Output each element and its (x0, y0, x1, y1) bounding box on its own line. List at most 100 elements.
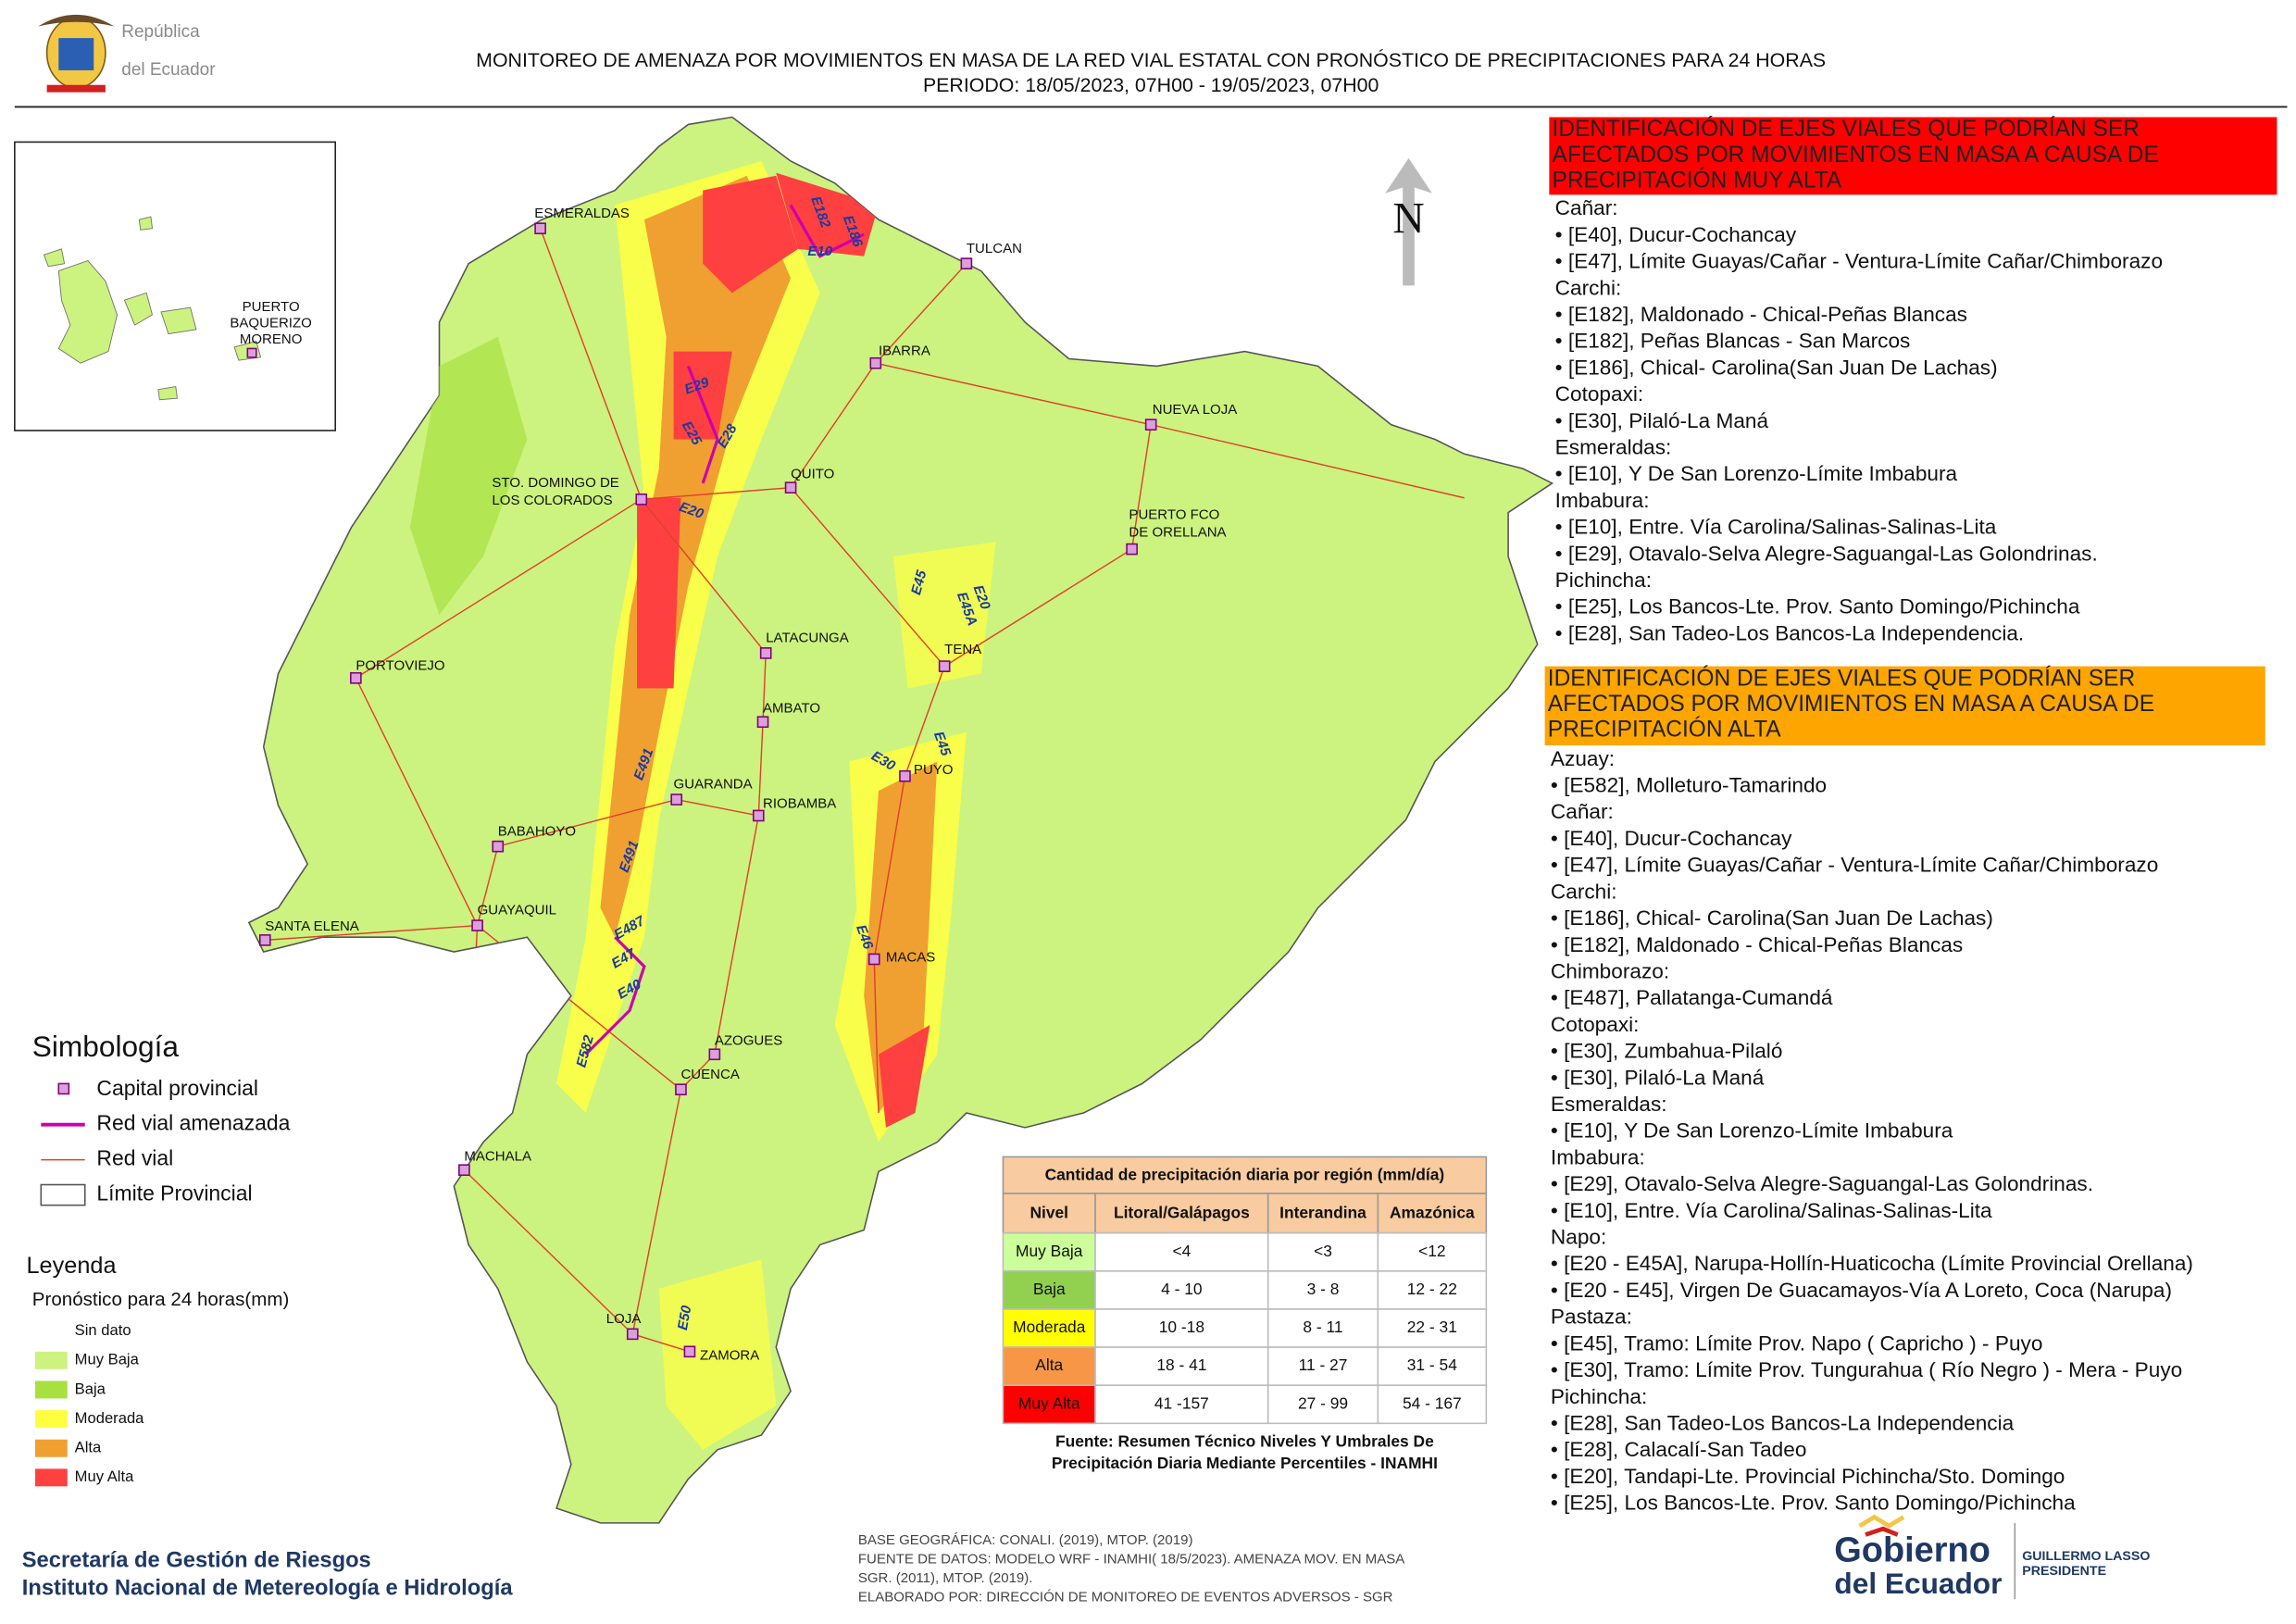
table-cell (1267, 1308, 1379, 1348)
road-label: E50 (675, 1304, 694, 1331)
city-marker (899, 769, 911, 782)
city-marker (756, 716, 769, 729)
table-cell-text: Muy Baja (1016, 1242, 1083, 1260)
table-cell-text: 10 -18 (1159, 1318, 1204, 1336)
legend-swatch (34, 1439, 68, 1457)
logo-text: del Ecuador (121, 60, 215, 80)
city-label: CUENCA (680, 1067, 739, 1082)
city-marker (350, 671, 362, 684)
table-cell-text: <3 (1314, 1242, 1332, 1260)
table-cell-text: 22 - 31 (1407, 1318, 1457, 1336)
province: Imbabura: (1551, 1145, 1645, 1168)
city-label: LOJA (606, 1311, 642, 1327)
road-item: • [E182], Peñas Blancas - San Marcos (1555, 330, 1911, 353)
north-label: N (1392, 194, 1424, 243)
city-label: PORTOVIEJO (356, 658, 444, 674)
province: Chimborazo: (1551, 959, 1669, 982)
road-item: • [E28], San Tadeo-Los Bancos-La Indepen… (1551, 1411, 2015, 1434)
road-item: • [E25], Los Bancos-Lte. Prov. Santo Dom… (1551, 1492, 2076, 1515)
table-cell-text: 4 - 10 (1161, 1280, 1202, 1298)
panel-header: PRECIPITACIÓN ALTA (1548, 718, 1782, 743)
city-label: SANTA ELENA (265, 918, 359, 934)
city-label: MACHALA (464, 1148, 531, 1164)
government-logo (1858, 1514, 2016, 1600)
city-label: GUARANDA (674, 777, 753, 793)
city-marker (867, 953, 880, 966)
city-label: DE ORELLANA (1129, 525, 1226, 541)
legend-swatch (34, 1351, 68, 1369)
table-title-cell (1002, 1156, 1488, 1194)
city-label: TENA (944, 642, 981, 657)
table-cell-text: 41 -157 (1154, 1393, 1209, 1412)
table-cell-text: 8 - 11 (1303, 1318, 1342, 1336)
road-item: • [E20 - E45A], Narupa-Hollín-Huaticocha… (1551, 1252, 2193, 1275)
legend-subtitle: Pronóstico para 24 horas(mm) (32, 1289, 289, 1310)
city-marker (492, 840, 505, 853)
table-cell-text: <4 (1172, 1242, 1191, 1260)
credit: FUENTE DE DATOS: MODELO WRF - INAMHI( 18… (858, 1551, 1404, 1567)
city-label: ESMERALDAS (534, 206, 630, 221)
table-cell-text: 18 - 41 (1156, 1355, 1206, 1374)
province: Napo: (1551, 1226, 1606, 1249)
inset-label: PUERTO (243, 299, 300, 315)
road-item: • [E30], Zumbahua-Pilaló (1551, 1040, 1782, 1063)
table-header: Litoral/Galápagos (1114, 1204, 1250, 1222)
table-cell-text: 54 - 167 (1403, 1393, 1462, 1412)
table-cell-text: <12 (1418, 1242, 1445, 1260)
city-marker (670, 793, 683, 806)
panel-header: AFECTADOS POR MOVIMIENTOS EN MASA A CAUS… (1548, 692, 2154, 717)
city-marker (960, 257, 973, 270)
table-cell-text: 12 - 22 (1407, 1280, 1457, 1298)
road-item: • [E182], Maldonado - Chical-Peñas Blanc… (1551, 933, 1963, 956)
city-marker (626, 1328, 639, 1341)
city-labels: ESMERALDAS TULCAN IBARRA NUEVA LOJA QUITO STO… (258, 206, 1238, 1364)
table-source: Precipitación Diaria Mediante Percentile… (1052, 1454, 1438, 1472)
table-cell (1267, 1231, 1379, 1272)
table-cell (1267, 1384, 1379, 1425)
road-item: • [E47], Límite Guayas/Cañar - Ventura-L… (1551, 854, 2158, 877)
mainland-map (248, 116, 1554, 1524)
panel-header: IDENTIFICACIÓN DE EJES VIALES QUE PODRÍA… (1548, 666, 2135, 691)
legend-label: Moderada (75, 1409, 144, 1427)
city-label: BABAHOYO (498, 823, 576, 839)
road-item: • [E186], Chical- Carolina(San Juan De L… (1555, 356, 1998, 379)
city-label: MACAS (886, 949, 935, 965)
city-label: NUEVA LOJA (1153, 402, 1238, 418)
city-label: QUITO (791, 466, 834, 481)
city-label: LOS COLORADOS (492, 493, 612, 508)
panel-header: PRECIPITACIÓN MUY ALTA (1553, 169, 1842, 194)
legend-swatch (34, 1380, 68, 1399)
legend-title: Leyenda (26, 1253, 117, 1279)
city-label: TULCAN (967, 241, 1022, 256)
province: Imbabura: (1555, 489, 1650, 512)
road-item: • [E45], Tramo: Límite Prov. Napo ( Capr… (1551, 1331, 2042, 1355)
credit: BASE GEOGRÁFICA: CONALI. (2019), MTOP. (… (858, 1532, 1193, 1548)
province: Carchi: (1555, 276, 1622, 299)
institution: Instituto Nacional de Metereología e Hid… (22, 1576, 514, 1600)
panel-header-box (1544, 666, 2265, 746)
legend-label: Muy Baja (75, 1351, 140, 1368)
road-item: • [E40], Ducur-Cochancay (1555, 223, 1797, 246)
province: Cañar: (1551, 800, 1614, 823)
city-label: PUYO (914, 762, 954, 778)
road-item: • [E40], Ducur-Cochancay (1551, 827, 1792, 850)
table-cell (1002, 1308, 1096, 1348)
city-marker (759, 647, 772, 659)
city-marker (471, 919, 483, 931)
table-cell-text: 11 - 27 (1299, 1355, 1348, 1374)
table-header-cell (1377, 1193, 1488, 1234)
table-cell (1377, 1231, 1488, 1272)
city-marker (683, 1345, 696, 1358)
road-item: • [E186], Chical- Carolina(San Juan De L… (1551, 906, 1993, 930)
city-marker (1126, 543, 1138, 556)
road-item: • [E30], Tramo: Límite Prov. Tungurahua … (1551, 1358, 2182, 1381)
president-title: PRESIDENTE (2022, 1564, 2106, 1579)
symbology-item: Límite Provincial (96, 1181, 252, 1206)
road-item: • [E25], Los Bancos-Lte. Prov. Santo Dom… (1555, 595, 2080, 618)
road-item: • [E10], Entre. Vía Carolina/Salinas-Sal… (1555, 516, 1997, 539)
road-item: • [E30], Pilaló-La Maná (1555, 409, 1769, 432)
panel-header: AFECTADOS POR MOVIMIENTOS EN MASA A CAUS… (1553, 143, 2159, 168)
road-item: • [E20 - E45], Virgen De Guacamayos-Vía … (1551, 1279, 2172, 1302)
province: Esmeraldas: (1551, 1093, 1667, 1116)
